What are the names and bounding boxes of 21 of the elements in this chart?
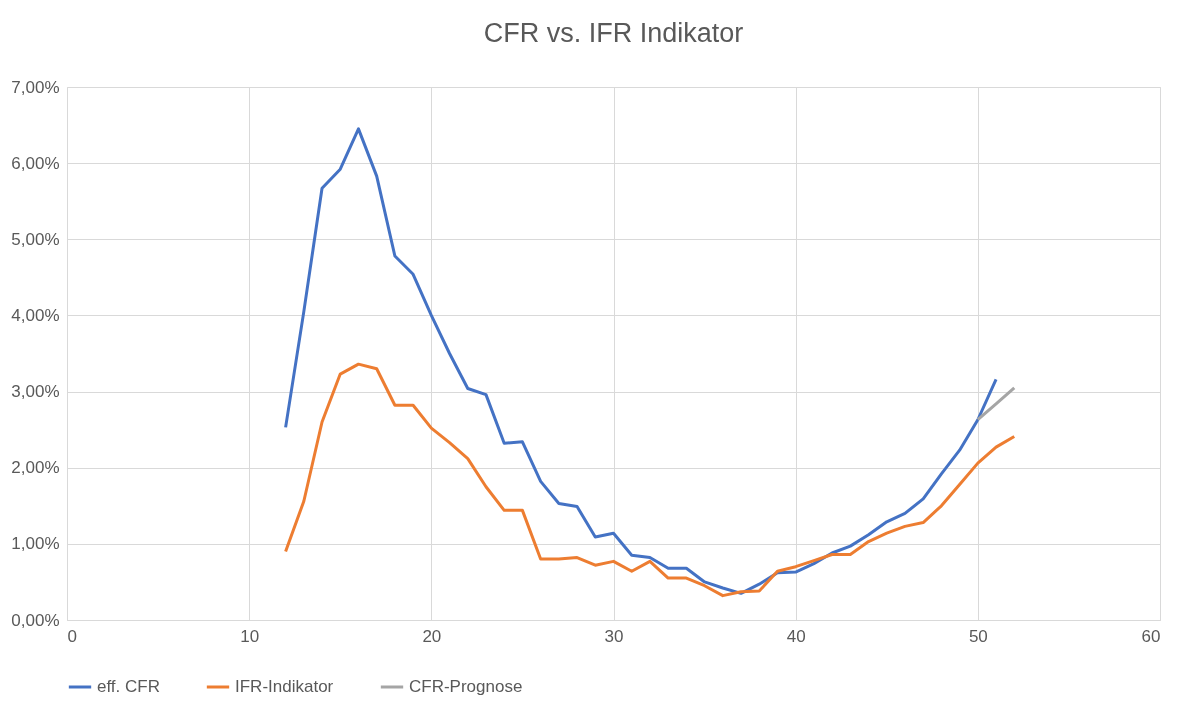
line-series <box>284 127 998 595</box>
y-tick-label: 4,00% <box>11 305 60 325</box>
x-tick-label: 20 <box>422 626 442 646</box>
x-tick-label: 0 <box>67 626 77 646</box>
chart-title: CFR vs. IFR Indikator <box>483 18 744 48</box>
y-tick-label: 6,00% <box>11 153 60 173</box>
x-tick-label: 10 <box>240 626 260 646</box>
y-tick-label: 3,00% <box>11 382 60 402</box>
y-tick-label: 5,00% <box>11 229 60 249</box>
x-tick-label: 50 <box>968 626 988 646</box>
x-tick-label: 30 <box>604 626 624 646</box>
legend-label: CFR-Prognose <box>409 677 523 696</box>
legend-label: eff. CFR <box>97 677 160 696</box>
y-tick-label: 2,00% <box>11 458 60 478</box>
x-tick-label: 40 <box>786 626 806 646</box>
line-series <box>284 362 1016 598</box>
y-tick-label: 1,00% <box>11 534 60 554</box>
y-tick-label: 0,00% <box>11 610 60 630</box>
legend-label: IFR-Indikator <box>235 677 334 696</box>
x-tick-label: 60 <box>1141 626 1161 646</box>
y-tick-label: 7,00% <box>11 77 60 97</box>
